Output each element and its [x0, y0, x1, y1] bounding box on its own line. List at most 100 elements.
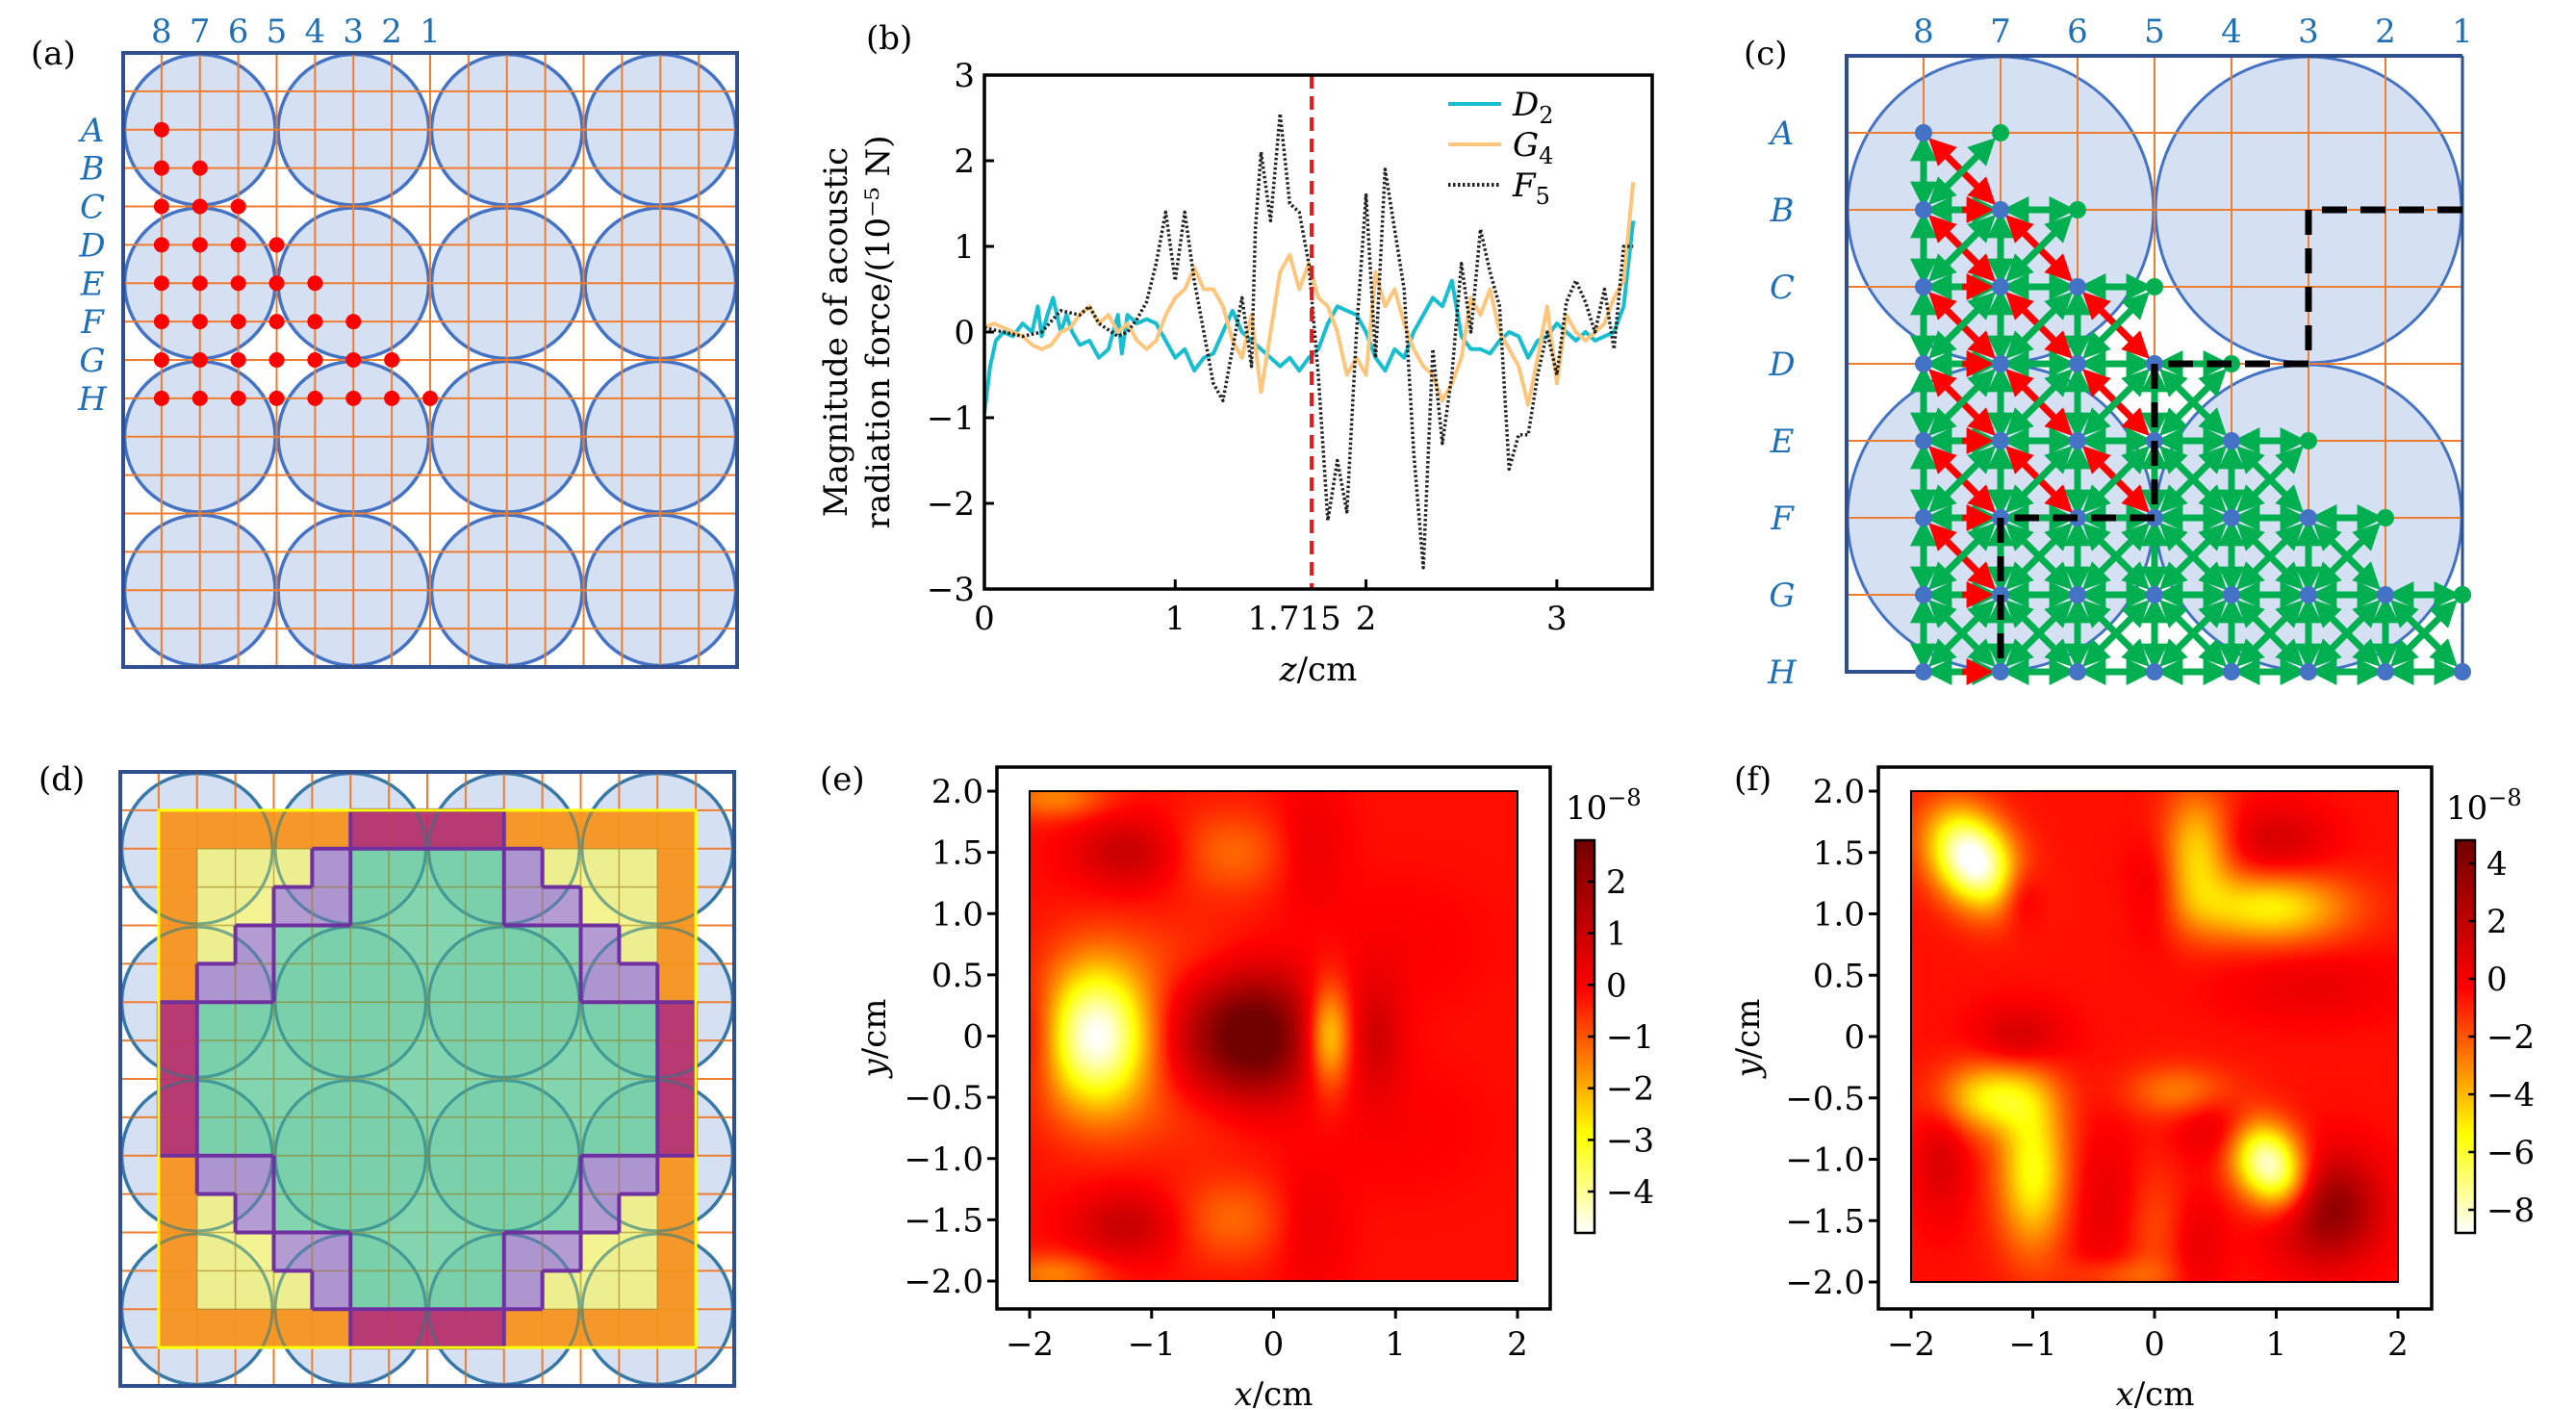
green-region-cell	[503, 925, 543, 964]
diagonal-force-arrow	[2082, 446, 2150, 513]
green-region-cell	[542, 1040, 581, 1079]
boundary-node	[2377, 509, 2394, 526]
green-region-cell	[350, 1232, 390, 1271]
panel-f: (f) −2 −1 0 1 2 2.0 1.5 1.0 0.5 0 −0.5 −1.0 −1.5 −2.0…	[1732, 741, 2576, 1410]
green-region-cell	[273, 1116, 313, 1156]
colorbar-tick-label: 0	[1606, 966, 1627, 1005]
row-label: E	[80, 265, 105, 303]
green-region-cell	[503, 1002, 543, 1041]
measurement-point	[230, 352, 246, 368]
orange-region-cell	[657, 1270, 697, 1310]
diagonal-force-arrow	[2313, 523, 2381, 590]
yellow-region-cell	[196, 1232, 236, 1271]
yellow-region-cell	[235, 1232, 274, 1271]
y-tick-label: −0.5	[1785, 1080, 1865, 1118]
measurement-point	[268, 390, 285, 406]
green-region-cell	[465, 1232, 504, 1271]
purple-region-cell	[619, 963, 658, 1003]
green-region-cell	[542, 1116, 581, 1156]
row-label: G	[1769, 577, 1795, 615]
legend-label: G4	[1513, 126, 1553, 169]
panel-c-frame	[1845, 54, 2462, 674]
y-tick-label: 0	[962, 1018, 983, 1057]
orange-region-cell	[158, 963, 197, 1003]
y-tick-label: 0	[954, 314, 975, 352]
measurement-point	[422, 390, 438, 406]
colorbar-exponent: 10−8	[2446, 784, 2522, 828]
row-label: D	[78, 226, 105, 265]
orange-region-cell	[158, 848, 197, 887]
purple-region-cell	[312, 886, 351, 926]
diagonal-force-arrow	[2236, 446, 2304, 513]
colorbar-tick-label: 1	[1606, 915, 1627, 954]
diagonal-force-arrow	[2313, 600, 2381, 667]
measurement-point	[307, 275, 323, 292]
column-label: 2	[381, 13, 402, 51]
magenta-region-cell	[465, 1309, 504, 1348]
x-tick-label: 0	[2144, 1325, 2165, 1364]
green-region-cell	[542, 1079, 581, 1117]
row-label: G	[79, 342, 105, 380]
y-axis-label-text: y/cm	[1732, 999, 1768, 1080]
measurement-point	[153, 352, 169, 368]
purple-region-cell	[235, 1193, 274, 1233]
column-label: 8	[1913, 13, 1934, 51]
diagonal-force-arrow	[2236, 523, 2304, 590]
orange-region-cell	[657, 886, 697, 926]
mesh-node	[1992, 278, 2009, 295]
yellow-region-cell	[235, 886, 274, 926]
orange-region-cell	[657, 848, 697, 887]
green-region-cell	[503, 1193, 543, 1233]
green-region-cell	[542, 1155, 581, 1194]
y-axis-label: Magnitude of acoustic radiation force/(10…	[817, 136, 898, 529]
orange-region-cell	[158, 925, 197, 964]
green-region-cell	[503, 1155, 543, 1194]
orange-region-cell	[158, 1309, 197, 1348]
column-label: 4	[305, 13, 326, 51]
x-tick-label: 2	[1507, 1325, 1528, 1364]
colorbar-tick-label: 0	[2487, 961, 2508, 999]
boundary-path	[1997, 206, 2462, 672]
y-tick-label: 3	[954, 57, 975, 95]
orange-region-cell	[273, 809, 313, 849]
panel-a-tag: (a)	[31, 35, 76, 73]
y-axis-label-line2: radiation force/(10⁻⁵ N)	[859, 136, 898, 529]
y-tick-label: −2.0	[1785, 1264, 1865, 1302]
green-region-cell	[312, 1193, 351, 1233]
yellow-region-cell	[196, 1193, 236, 1233]
boundary-node	[2300, 432, 2317, 449]
measurement-point	[153, 275, 169, 292]
panel-d-region-diagram	[118, 770, 736, 1388]
diagonal-force-arrow	[2082, 369, 2150, 436]
heatmap-border	[1910, 790, 2399, 1283]
legend-label: D2	[1512, 86, 1554, 129]
green-region-cell	[580, 1002, 620, 1041]
boundary-node	[1992, 124, 2009, 141]
green-region-cell	[350, 1155, 390, 1194]
purple-region-cell	[273, 1232, 313, 1271]
green-region-cell	[273, 1002, 313, 1041]
green-region-cell	[465, 1270, 504, 1310]
measurement-point	[191, 390, 208, 406]
magenta-region-cell	[465, 809, 504, 849]
purple-region-cell	[542, 886, 581, 926]
colorbar-tick-label: −6	[2487, 1134, 2535, 1172]
green-region-cell	[312, 1116, 351, 1156]
boundary-node	[2454, 586, 2471, 603]
magenta-region-cell	[657, 1079, 697, 1117]
measurement-point	[191, 198, 208, 215]
green-region-cell	[350, 1079, 390, 1117]
yellow-region-cell	[619, 925, 658, 964]
measurement-point	[230, 390, 246, 406]
diagonal-force-arrow	[2082, 292, 2150, 359]
magenta-region-cell	[657, 1002, 697, 1041]
boundary-node	[2146, 278, 2163, 295]
purple-region-cell	[503, 1232, 543, 1271]
diagonal-force-arrow	[2005, 369, 2073, 436]
measurement-point	[230, 198, 246, 215]
row-label: A	[78, 112, 105, 150]
measurement-point	[384, 390, 400, 406]
magenta-region-cell	[657, 1116, 697, 1156]
orange-region-cell	[657, 1232, 697, 1271]
green-region-cell	[196, 1079, 236, 1117]
